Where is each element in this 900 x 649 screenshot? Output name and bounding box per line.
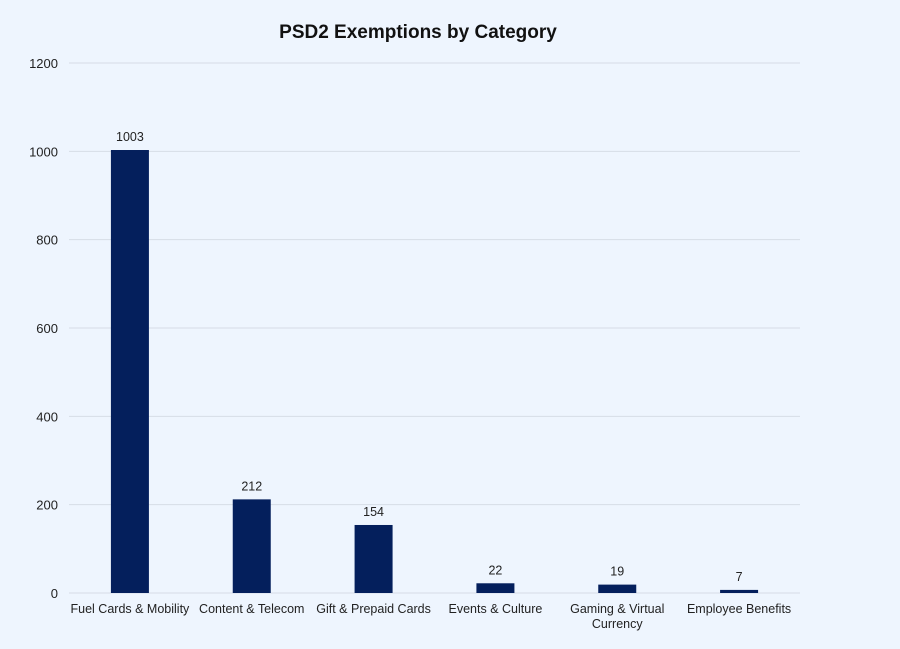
- x-tick-label: Gift & Prepaid Cards: [316, 602, 431, 616]
- y-tick-label: 600: [36, 321, 58, 336]
- chart-title: PSD2 Exemptions by Category: [279, 22, 557, 43]
- y-tick-label: 1000: [29, 144, 58, 159]
- x-tick-label: Employee Benefits: [687, 602, 791, 616]
- y-tick-label: 1200: [29, 56, 58, 71]
- data-label: 1003: [116, 130, 144, 144]
- y-tick-label: 0: [51, 586, 58, 601]
- bar: [354, 524, 393, 593]
- x-tick-label: Fuel Cards & Mobility: [71, 602, 191, 616]
- data-label: 22: [488, 563, 502, 577]
- bar: [232, 499, 271, 593]
- data-label: 19: [610, 565, 624, 579]
- data-label: 7: [736, 570, 743, 584]
- y-tick-label: 200: [36, 498, 58, 513]
- bar: [720, 589, 759, 593]
- bar: [598, 584, 637, 593]
- x-tick-label: Gaming & Virtual Currency: [570, 602, 664, 631]
- y-tick-label: 800: [36, 233, 58, 248]
- x-tick-label: Events & Culture: [449, 602, 543, 616]
- data-label: 154: [363, 505, 384, 519]
- x-tick-label: Content & Telecom: [199, 602, 304, 616]
- data-label: 212: [241, 479, 262, 493]
- bar: [110, 150, 149, 593]
- bar: [476, 583, 515, 593]
- y-tick-label: 400: [36, 409, 58, 424]
